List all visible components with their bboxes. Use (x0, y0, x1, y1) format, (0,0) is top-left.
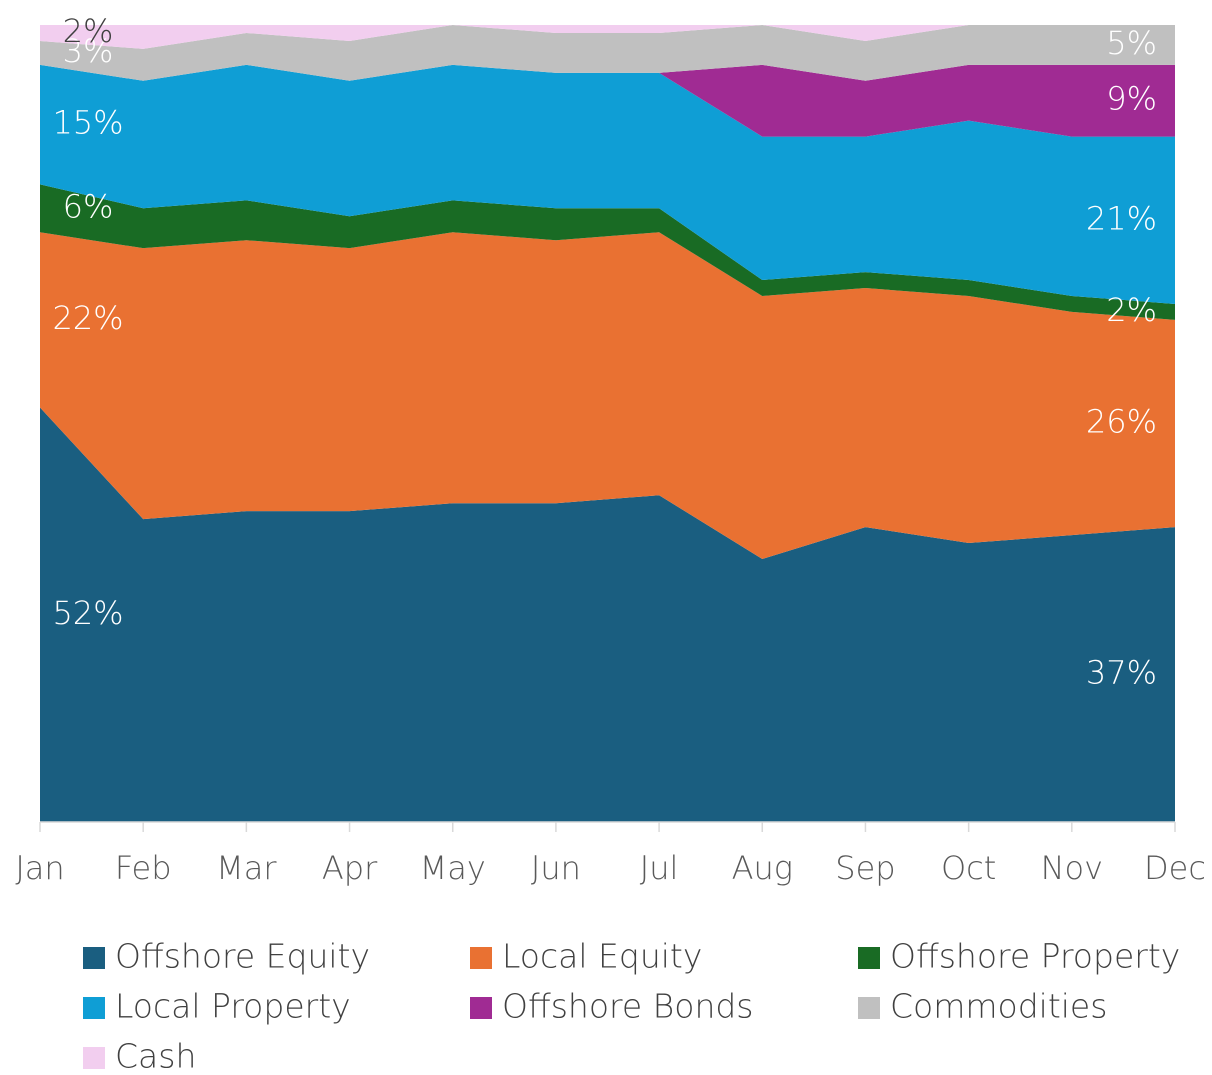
data-label: 37% (1086, 654, 1157, 692)
area (40, 64, 1175, 304)
legend-label: Offshore Equity (115, 937, 370, 976)
data-label: 26% (1086, 403, 1157, 441)
legend-label: Offshore Property (890, 937, 1180, 976)
data-label: 15% (52, 104, 123, 142)
legend-label: Local Property (115, 987, 351, 1026)
x-tick-label: Apr (322, 849, 378, 887)
x-tick-label: Dec (1144, 849, 1206, 887)
area (40, 407, 1175, 822)
area (40, 232, 1175, 559)
legend-label: Cash (115, 1037, 196, 1075)
legend-swatch (470, 997, 492, 1019)
x-tick-label: Jan (15, 849, 64, 887)
x-tick-label: Feb (115, 849, 172, 887)
area (40, 64, 1175, 137)
legend-label: Local Equity (502, 937, 702, 976)
data-label: 21% (1086, 199, 1157, 237)
area (40, 184, 1175, 320)
data-label: 6% (63, 187, 114, 225)
plot-area (40, 25, 1175, 822)
area (40, 25, 1175, 49)
x-tick-label: Nov (1041, 849, 1103, 887)
x-tick-label: May (420, 849, 486, 887)
x-tick-label: Jul (640, 849, 679, 887)
data-label: 52% (52, 594, 123, 632)
data-label: 9% (1106, 80, 1157, 118)
legend-swatch (83, 947, 105, 969)
data-label: 3% (63, 32, 114, 70)
legend-swatch (83, 997, 105, 1019)
x-tick-label: Jun (531, 849, 581, 887)
x-tick-label: Aug (732, 849, 793, 887)
legend-label: Offshore Bonds (502, 987, 754, 1026)
legend-swatch (83, 1047, 105, 1069)
x-tick-label: Oct (941, 849, 996, 887)
x-tick-label: Mar (216, 849, 277, 887)
legend-swatch (470, 947, 492, 969)
legend-label: Commodities (890, 987, 1107, 1026)
data-label: 2% (1106, 291, 1157, 329)
legend-swatch (858, 997, 880, 1019)
data-label: 22% (52, 299, 123, 337)
area (40, 25, 1175, 81)
legend-swatch (858, 947, 880, 969)
data-label: 5% (1106, 24, 1157, 62)
data-label: 2% (63, 12, 114, 50)
x-tick-label: Sep (835, 849, 895, 887)
